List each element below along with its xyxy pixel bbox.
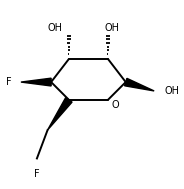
Polygon shape (21, 78, 51, 86)
Text: O: O (112, 100, 119, 110)
Text: F: F (6, 77, 12, 87)
Text: OH: OH (104, 23, 119, 33)
Text: OH: OH (165, 86, 180, 96)
Polygon shape (125, 78, 154, 91)
Text: F: F (34, 169, 40, 179)
Text: OH: OH (47, 23, 62, 33)
Polygon shape (48, 98, 72, 130)
